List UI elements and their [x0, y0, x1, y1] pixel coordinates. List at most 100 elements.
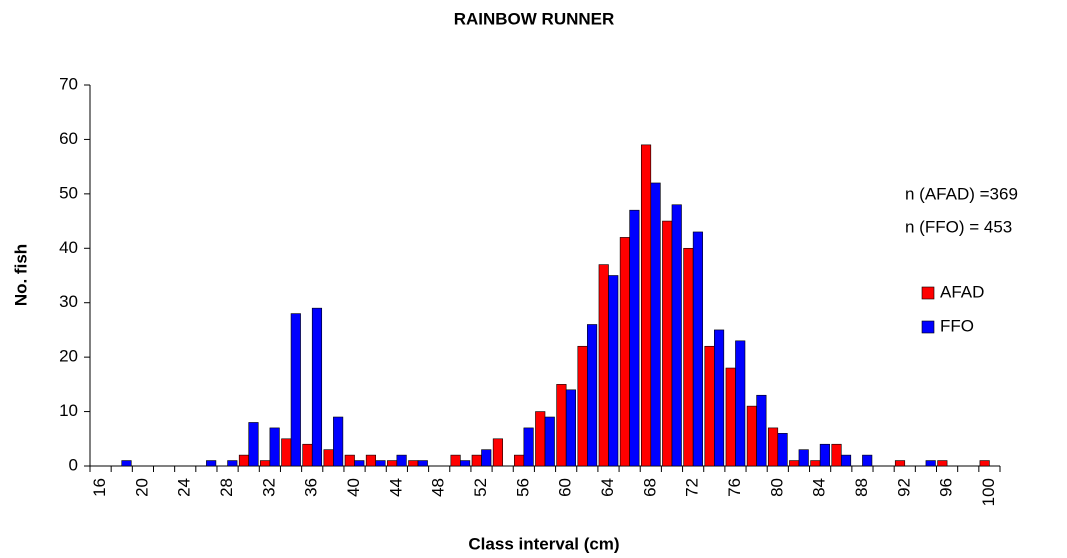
bar — [238, 454, 250, 467]
bar — [725, 367, 736, 467]
bar — [831, 443, 842, 467]
bar — [937, 460, 948, 467]
x-tick-label: 24 — [175, 478, 194, 497]
bar — [777, 433, 788, 467]
bar — [281, 438, 292, 467]
x-tick-label: 16 — [90, 478, 109, 497]
bar — [417, 460, 428, 467]
x-tick-label: 56 — [513, 478, 532, 497]
x-tick-label: 48 — [429, 478, 448, 497]
bar — [269, 427, 280, 467]
annotation: n (AFAD) =369 — [905, 184, 1018, 203]
y-axis-label: No. fish — [11, 244, 30, 306]
bar — [365, 454, 376, 467]
bar — [333, 416, 344, 467]
y-tick-label: 10 — [59, 401, 78, 420]
bar — [819, 443, 830, 467]
bar — [311, 307, 323, 467]
x-tick-label: 64 — [598, 478, 617, 497]
x-tick-label: 44 — [386, 478, 405, 497]
bar — [460, 460, 471, 467]
bar — [714, 329, 725, 467]
bar — [650, 182, 661, 467]
bar — [302, 443, 313, 467]
bar — [565, 389, 576, 467]
legend-swatch — [921, 320, 935, 334]
bar — [290, 313, 301, 467]
bar — [396, 454, 407, 467]
bar — [323, 449, 334, 467]
x-tick-label: 20 — [132, 478, 151, 497]
bar — [471, 454, 482, 467]
bar — [206, 460, 217, 467]
bar — [387, 460, 398, 467]
bar — [598, 264, 609, 467]
bar — [894, 460, 906, 467]
bar — [260, 460, 271, 467]
bar — [925, 460, 936, 467]
bar — [227, 460, 238, 467]
y-tick-label: 70 — [59, 74, 78, 93]
x-tick-label: 80 — [767, 478, 786, 497]
x-tick-label: 100 — [979, 478, 998, 506]
x-tick-label: 28 — [217, 478, 236, 497]
bar — [662, 220, 673, 467]
bar — [629, 209, 640, 467]
legend-swatch — [921, 286, 935, 300]
x-tick-label: 68 — [640, 478, 659, 497]
bar — [523, 427, 534, 467]
y-tick-label: 30 — [59, 292, 78, 311]
bar — [862, 454, 873, 467]
bar — [608, 275, 619, 467]
chart-title: RAINBOW RUNNER — [454, 9, 615, 28]
bar — [767, 427, 779, 467]
bar — [248, 422, 259, 467]
x-tick-label: 84 — [810, 478, 829, 497]
bar — [746, 405, 757, 467]
bar — [798, 449, 809, 467]
bar — [514, 454, 525, 467]
x-tick-label: 40 — [344, 478, 363, 497]
bar — [619, 237, 630, 467]
bar — [756, 394, 767, 467]
bar — [979, 460, 990, 467]
x-tick-label: 88 — [852, 478, 871, 497]
y-tick-label: 40 — [59, 238, 78, 257]
bar — [121, 460, 132, 467]
y-tick-label: 60 — [59, 129, 78, 148]
bar — [671, 204, 682, 467]
bar — [544, 416, 555, 467]
bar — [450, 454, 461, 467]
x-tick-label: 92 — [894, 478, 913, 497]
bar — [810, 460, 821, 467]
x-tick-label: 96 — [937, 478, 956, 497]
bar — [492, 438, 503, 467]
bar — [354, 460, 365, 467]
legend-label: FFO — [940, 316, 974, 335]
x-tick-label: 72 — [683, 478, 702, 497]
bar — [408, 460, 419, 467]
y-tick-label: 50 — [59, 183, 78, 202]
bar — [587, 324, 598, 467]
x-axis-label: Class interval (cm) — [468, 534, 619, 553]
bar — [344, 454, 355, 467]
legend-label: AFAD — [940, 282, 984, 301]
annotation: n (FFO) = 453 — [905, 217, 1012, 236]
x-tick-label: 52 — [471, 478, 490, 497]
bar — [640, 144, 652, 467]
x-tick-label: 76 — [725, 478, 744, 497]
bar — [556, 384, 567, 467]
bar — [735, 340, 746, 467]
bar — [577, 345, 588, 467]
x-tick-label: 36 — [302, 478, 321, 497]
bar — [375, 460, 386, 467]
x-tick-label: 32 — [259, 478, 278, 497]
bar — [535, 411, 546, 467]
bar — [683, 247, 694, 467]
y-tick-label: 20 — [59, 347, 78, 366]
x-tick-label: 60 — [556, 478, 575, 497]
bar — [704, 345, 715, 467]
bar — [692, 231, 703, 467]
bar — [481, 449, 492, 467]
